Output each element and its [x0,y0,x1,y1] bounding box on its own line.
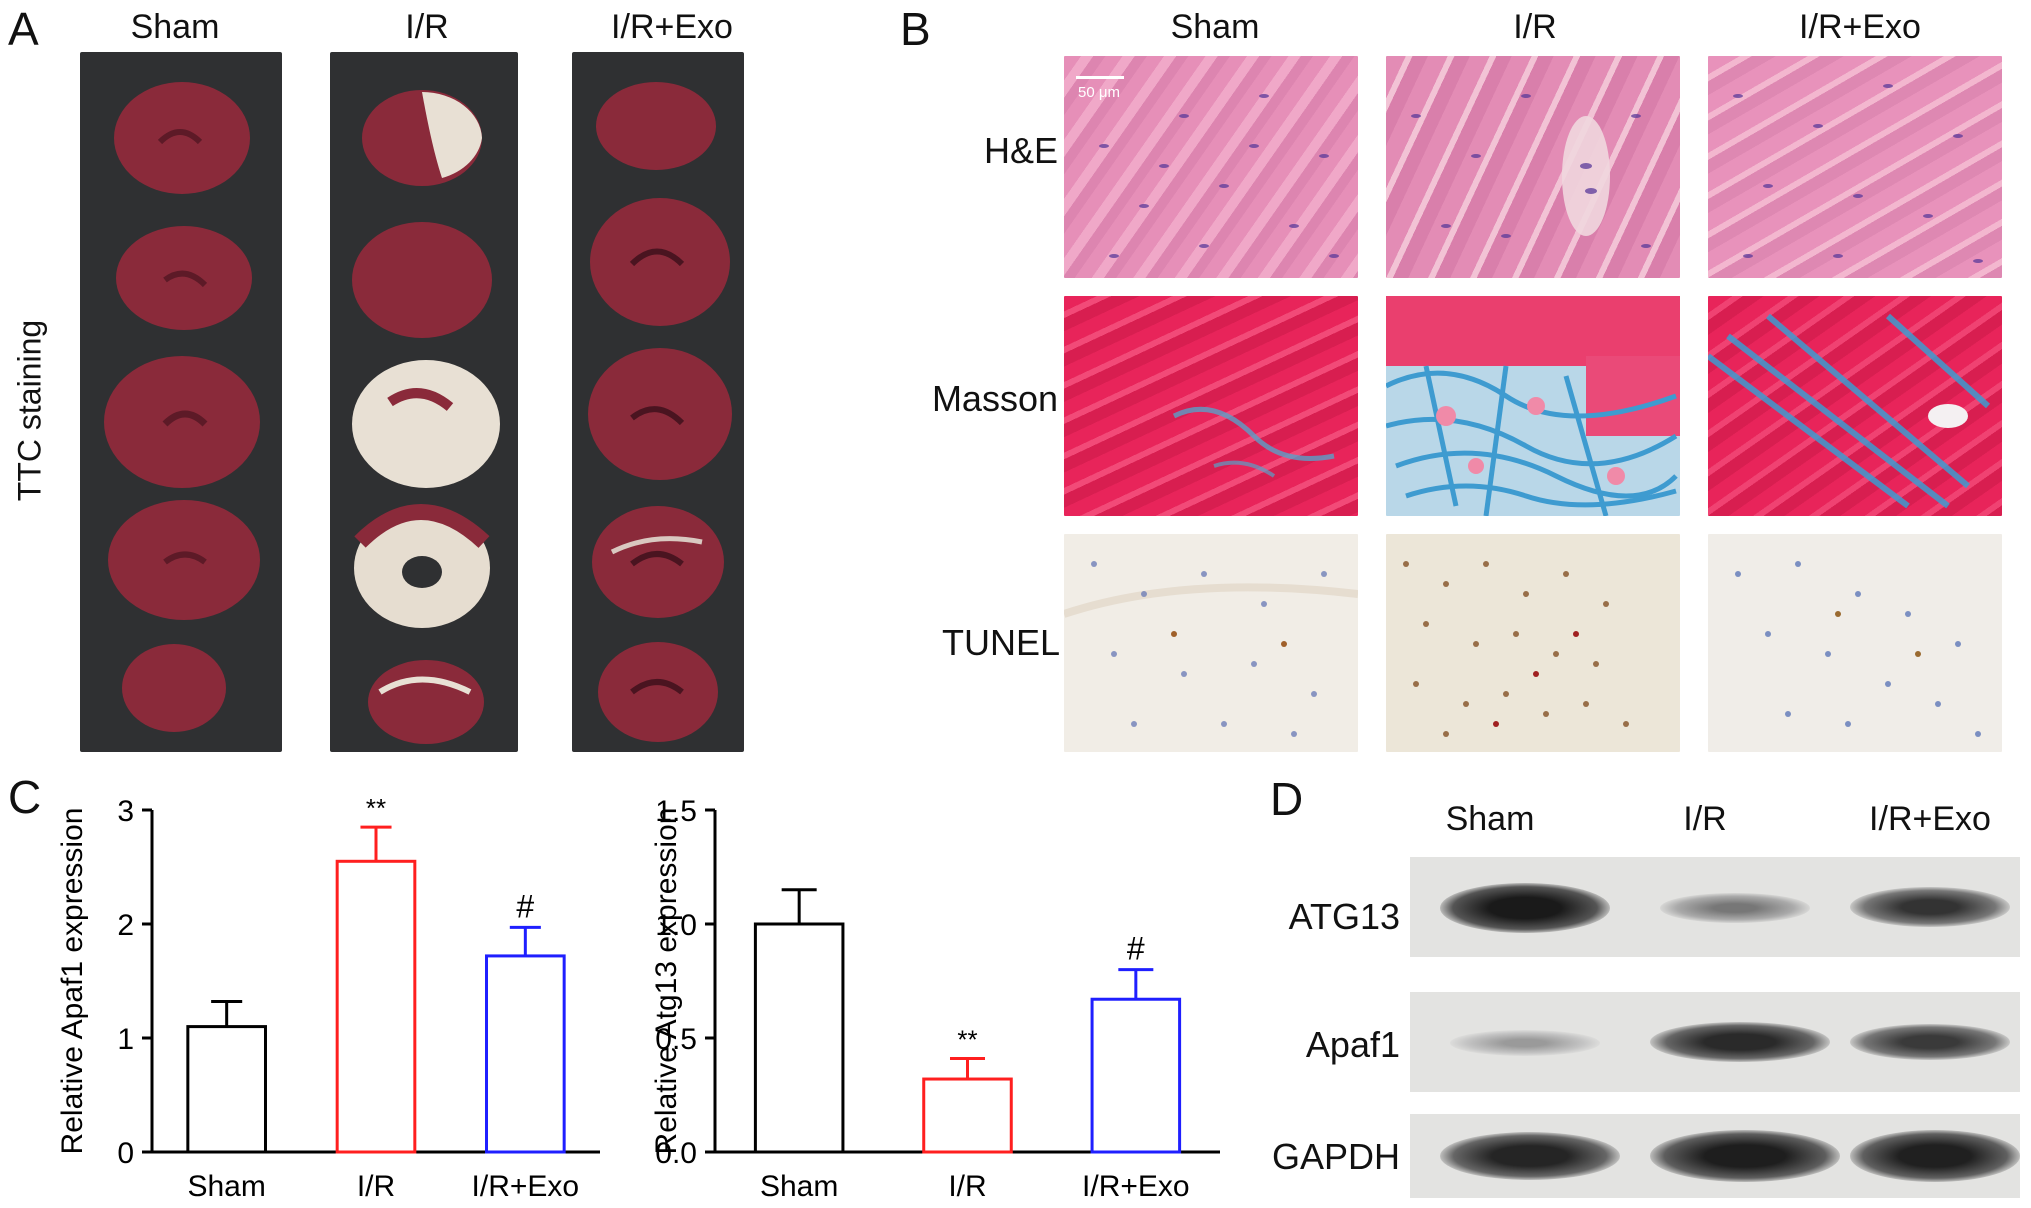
chart-0-significance-mark: # [516,888,534,924]
scale-bar [1076,76,1124,79]
ttc-slices-ir [352,90,500,744]
ttc-strip-ir [330,52,518,752]
chart-0-category-label: Sham [187,1170,265,1203]
masson-image-sham [1064,296,1358,516]
panel-b-group-label-ir-exo: I/R+Exo [1799,8,1921,46]
panel-d-row-label-atg13: ATG13 [1288,896,1400,937]
he-image-ir-exo [1708,56,2002,278]
tunel-image-ir [1386,534,1680,752]
panel-b-group-label-ir: I/R [1513,8,1557,46]
chart-1-category-label: Sham [760,1170,838,1203]
heart-slice [352,222,492,338]
chart-1-significance-mark: ** [957,1025,977,1055]
chart-1-y-tick-label: 1.0 [655,909,697,942]
scale-bar-label: 50 μm [1078,84,1120,101]
tunel-image-ir-exo [1708,534,2002,752]
nuclei-pattern [1411,94,1651,248]
collagen-pattern [1386,296,1680,516]
he-image-sham: 50 μm [1064,56,1358,278]
heart-slice [596,82,716,170]
panel-b-row-label-he: H&E [983,130,1058,171]
ttc-slices-sham [104,82,260,732]
collagen-pattern [1172,406,1335,478]
panel-letter-c: C [8,771,42,823]
tunel-nuclei [1403,561,1629,737]
chart-0-significance-mark: ** [366,793,386,823]
masson-image-ir-exo [1708,296,2002,516]
heart-slice [588,348,732,480]
collagen-pattern [1708,313,1991,509]
chart-0-y-axis-label: Relative Apaf1 expression [56,808,89,1155]
chart-1-category-label: I/R+Exo [1082,1170,1190,1203]
chart-0-category-label: I/R+Exo [472,1170,580,1203]
he-image-ir [1386,56,1680,278]
panel-b-row-label-masson: Masson [931,378,1058,419]
panel-letter-b: B [900,3,931,55]
chart-1-y-axis-label: Relative Atg13 expression [650,808,683,1155]
heart-slice [368,660,484,744]
chart-0-y-tick-label: 0 [117,1137,134,1170]
panel-d-group-label-ir-exo: I/R+Exo [1869,800,1991,838]
ttc-slices-ir-exo [588,82,732,742]
panel-letter-d: D [1270,773,1304,825]
chart-0-y-tick-label: 2 [117,909,134,942]
chart-1-category-label: I/R [948,1170,986,1203]
panel-a-group-label-ir: I/R [405,8,449,46]
heart-slice [114,82,250,194]
tunel-image-sham [1064,534,1358,752]
ttc-strip-ir-exo [572,52,744,752]
heart-slice [108,500,260,620]
chart-1-y-tick-label: 0.5 [655,1023,697,1056]
chart-0-bar [335,859,417,1154]
heart-slice [592,506,724,618]
chart-1-bar [922,1077,1013,1154]
heart-slice [352,360,500,488]
heart-slice [116,226,252,330]
nuclei-pattern [1733,84,1983,263]
ttc-strip-sham [80,52,282,752]
chart-0-bar [485,954,566,1154]
heart-slice [122,644,226,732]
blot-gapdh [1410,1114,2020,1198]
panel-a-group-label-sham: Sham [130,8,220,46]
panel-letter-a: A [8,3,39,55]
panel-d-row-label-apaf1: Apaf1 [1305,1024,1400,1065]
chart-1-bar [1090,997,1182,1154]
tunel-nuclei [1735,561,1981,737]
panel-a-group-label-ir-exo: I/R+Exo [611,8,733,46]
blot-atg13 [1410,857,2020,957]
panel-d-group-label-ir: I/R [1683,800,1727,838]
heart-slice [104,356,260,488]
panel-b-group-label-sham: Sham [1170,8,1260,46]
chart-1-significance-mark: # [1127,931,1145,967]
chart-0-bar [186,1025,267,1154]
heart-slice [598,642,718,742]
masson-image-ir [1386,296,1680,516]
panel-c-bar-charts: 0 1 2 3 Relative Apaf1 expression Sham ** I/R # I… [56,793,1220,1203]
chart-1-y-tick-label: 0.0 [655,1137,697,1170]
panel-b-row-label-tunel: TUNEL [941,622,1060,663]
nuclei-pattern [1099,94,1339,258]
blot-apaf1 [1410,992,2020,1092]
chart-0-y-tick-label: 1 [117,1023,134,1056]
panel-d-group-label-sham: Sham [1445,800,1535,838]
panel-d-row-label-gapdh: GAPDH [1271,1136,1400,1177]
chart-0-category-label: I/R [357,1170,395,1203]
chart-1-bar [753,922,845,1154]
chart-1-y-tick-label: 1.5 [655,795,697,828]
chart-0-y-tick-label: 3 [117,795,134,828]
tunel-nuclei [1064,561,1358,737]
heart-slice [590,198,730,326]
